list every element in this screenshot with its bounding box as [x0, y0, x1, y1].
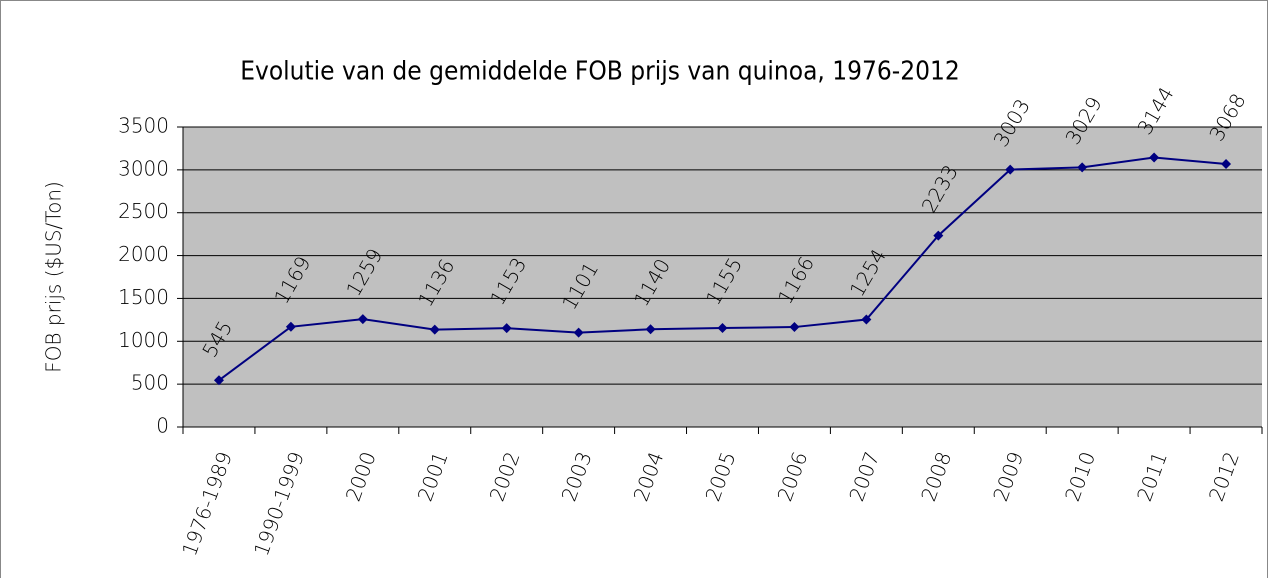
data-point	[1077, 162, 1088, 173]
data-point	[285, 321, 296, 332]
data-point	[501, 323, 512, 334]
y-tick-label: 2000	[118, 242, 169, 266]
data-point	[1221, 159, 1232, 170]
y-tick-label: 1500	[118, 285, 169, 309]
data-point	[429, 324, 440, 335]
y-tick-label: 3000	[118, 156, 169, 180]
data-point	[933, 230, 944, 241]
data-point	[717, 323, 728, 333]
y-tick-label: 1000	[118, 328, 169, 352]
plot-area	[183, 127, 1262, 427]
y-tick-label: 0	[156, 414, 169, 438]
data-point	[645, 324, 656, 335]
data-point	[573, 327, 584, 338]
y-tick-label: 3500	[118, 114, 169, 138]
data-point	[357, 314, 368, 325]
y-axis-label: FOB prijs ($US/Ton)	[42, 181, 66, 373]
chart-title: Evolutie van de gemiddelde FOB prijs van…	[240, 57, 959, 87]
data-point	[1005, 164, 1016, 175]
data-point	[789, 322, 800, 333]
data-point	[213, 375, 224, 386]
y-tick-label: 2500	[118, 199, 169, 223]
y-tick-label: 500	[131, 371, 169, 395]
data-point	[861, 314, 872, 325]
data-point	[1149, 152, 1160, 163]
